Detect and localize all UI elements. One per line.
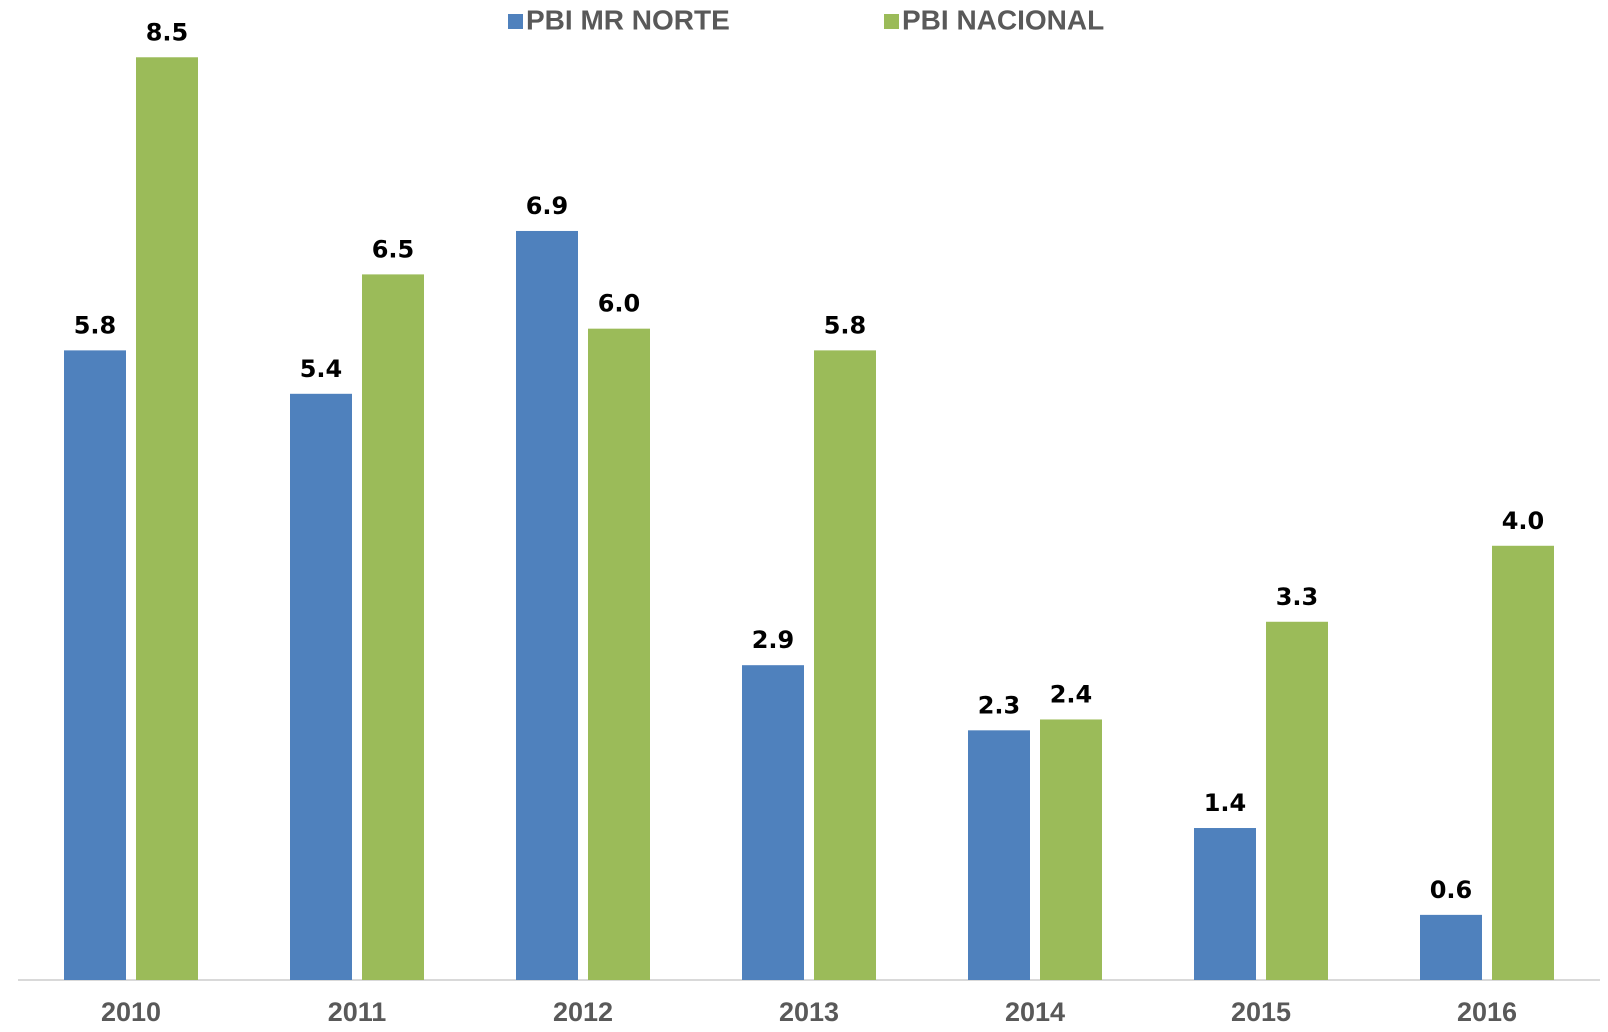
x-tick-label: 2016 [1457,997,1517,1027]
data-label: 2.3 [978,691,1021,719]
bar [362,274,424,980]
data-label: 2.9 [752,626,795,654]
legend-label: PBI MR NORTE [526,4,730,35]
x-tick-label: 2013 [779,997,839,1027]
data-label: 4.0 [1502,507,1545,535]
legend-swatch [508,14,523,29]
bar [742,665,804,980]
x-tick-label: 2010 [101,997,161,1027]
legend-label: PBI NACIONAL [902,4,1104,35]
bar [1420,914,1482,980]
bar [516,230,578,980]
data-label: 3.3 [1276,583,1319,611]
data-label: 5.8 [824,311,867,339]
bar [1266,621,1328,980]
bar [1492,545,1554,980]
x-tick-label: 2011 [328,997,387,1027]
x-tick-label: 2014 [1005,997,1065,1027]
data-label: 6.5 [372,235,415,263]
x-tick-label: 2012 [553,997,613,1027]
legend-swatch [884,14,899,29]
bar [1040,719,1102,980]
bar [968,730,1030,980]
x-tick-label: 2015 [1231,997,1291,1027]
data-label: 5.8 [74,311,117,339]
bar [136,57,198,981]
data-label: 1.4 [1204,789,1247,817]
bar [64,350,126,980]
data-label: 0.6 [1430,876,1473,904]
bar [588,328,650,981]
data-label: 5.4 [300,355,343,383]
data-label: 6.9 [526,192,569,220]
bar [814,350,876,980]
bar [1194,828,1256,980]
data-label: 6.0 [598,290,641,318]
data-label: 2.4 [1050,680,1093,708]
data-label: 8.5 [146,18,189,46]
bar [290,393,352,980]
